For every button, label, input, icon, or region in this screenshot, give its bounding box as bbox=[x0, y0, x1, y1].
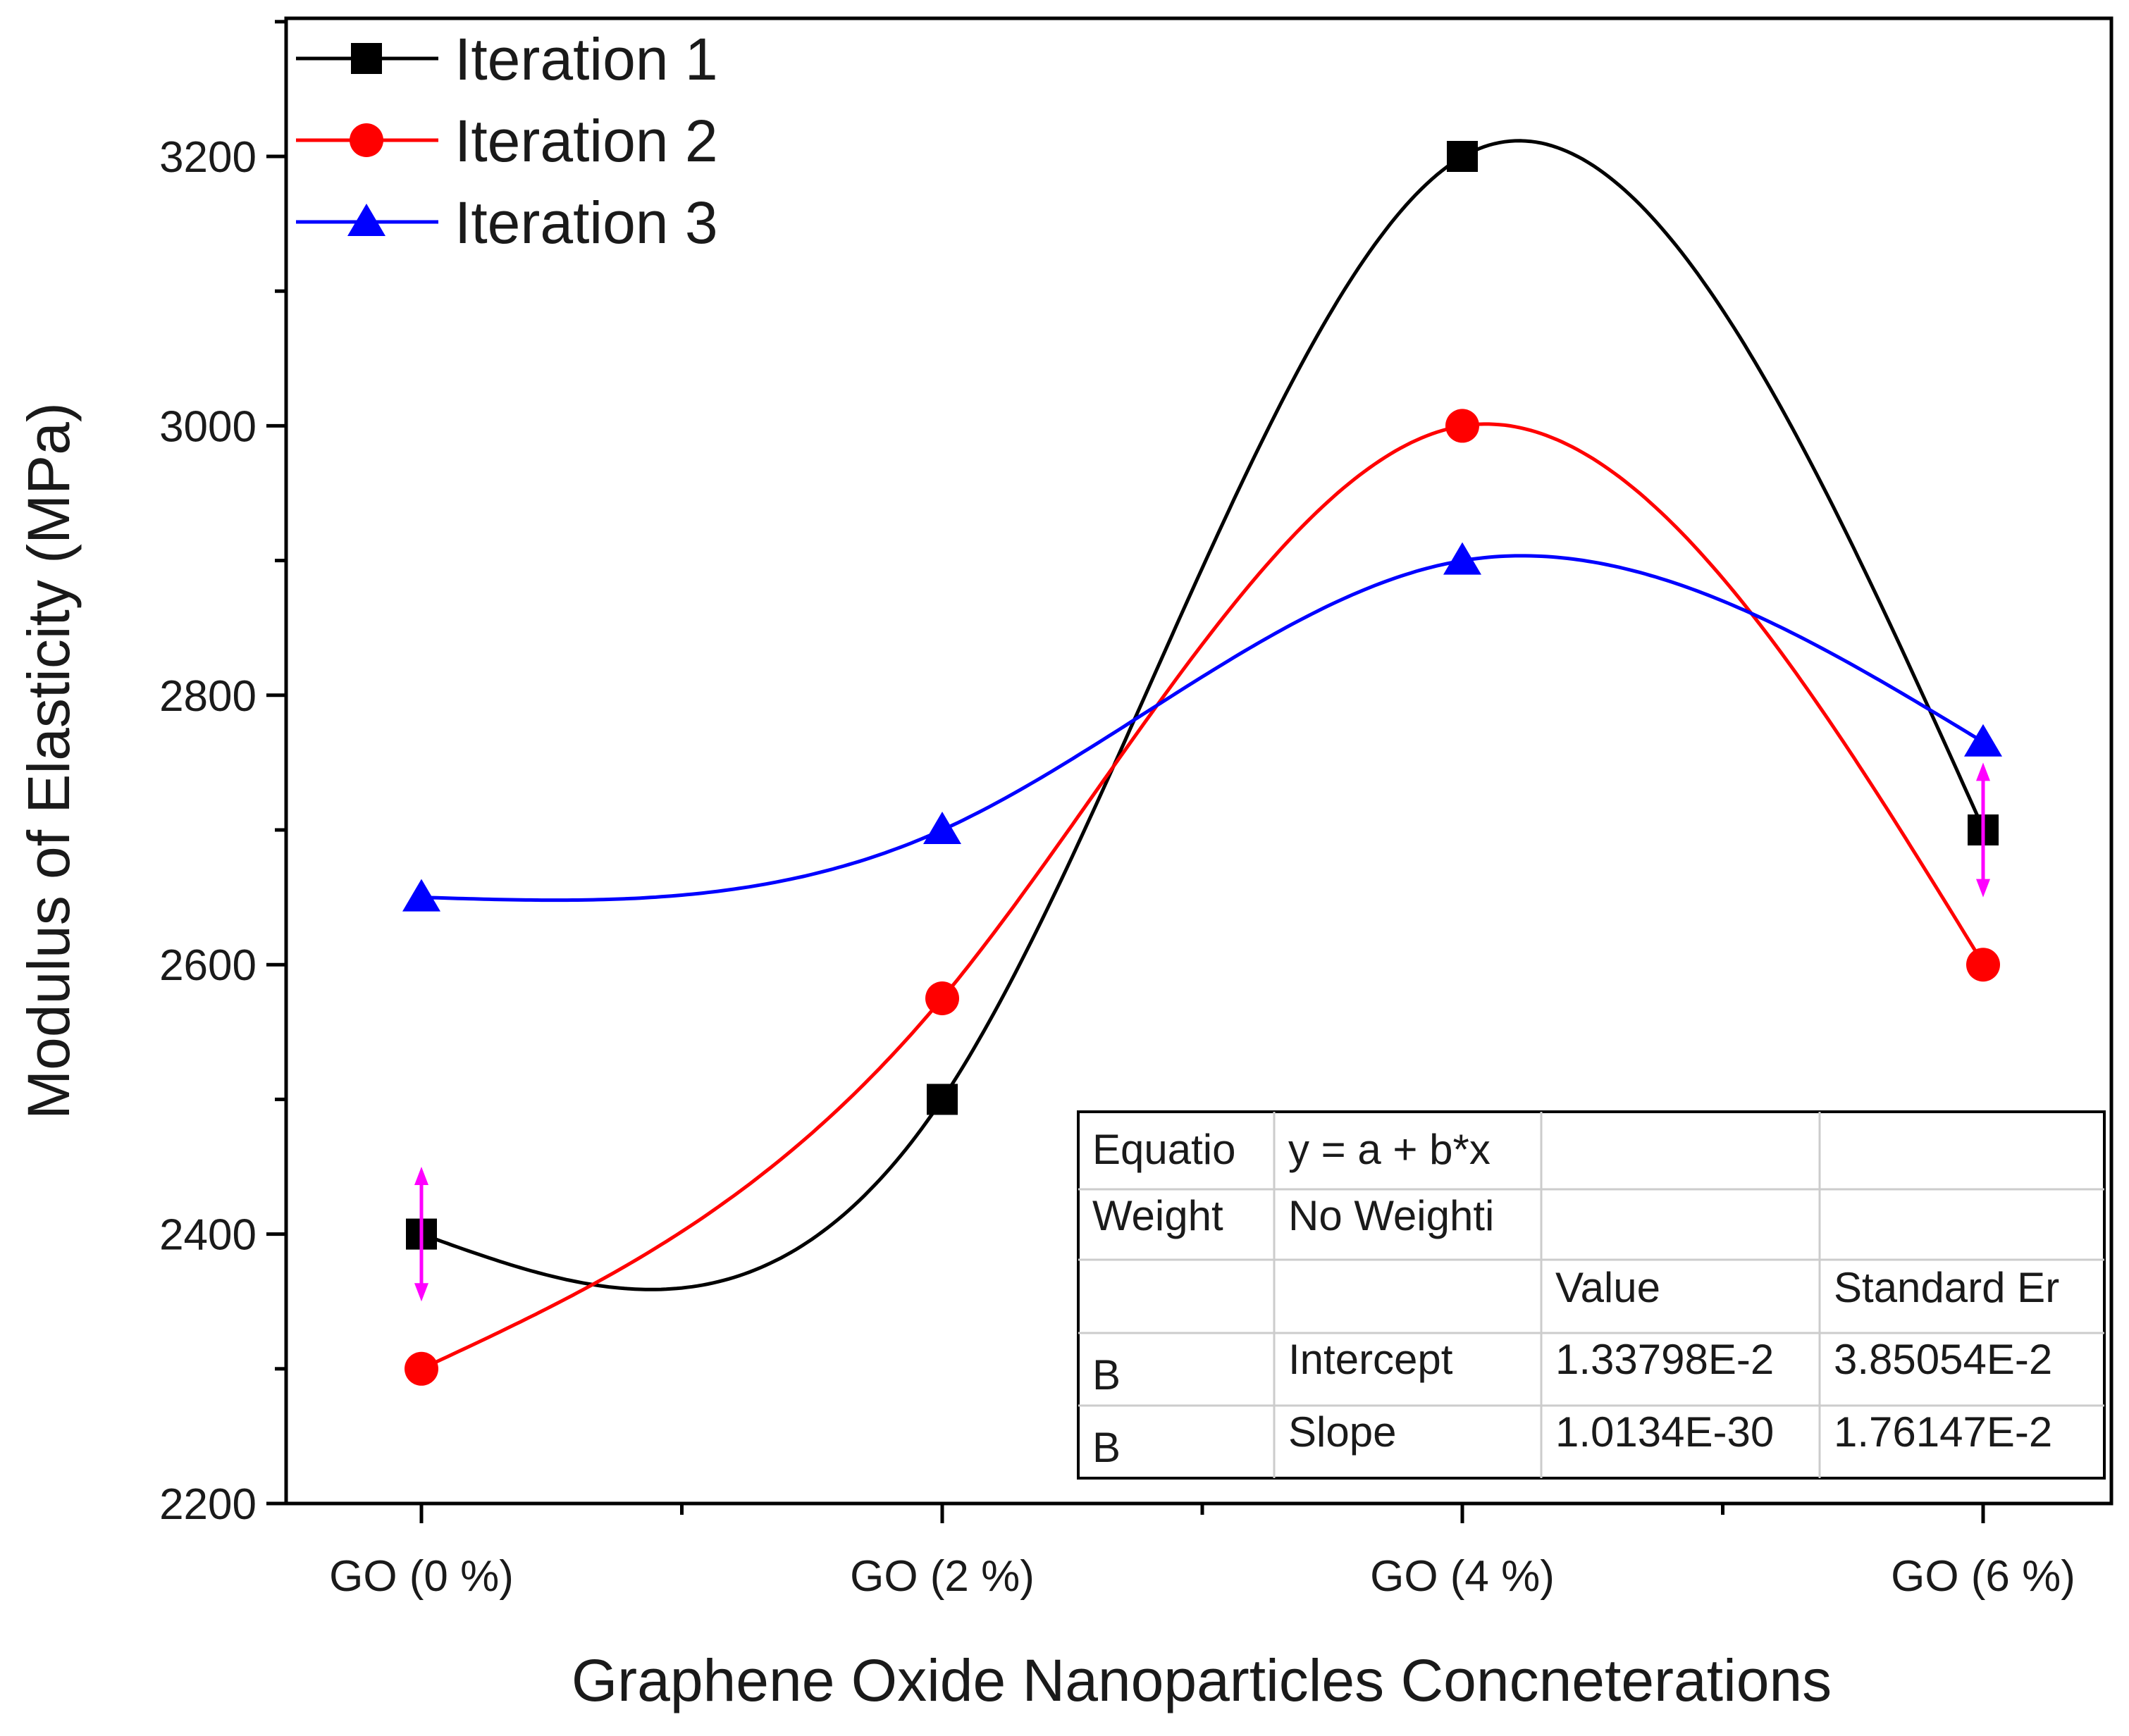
x-axis: GO (0 %) GO (2 %) GO (4 %) GO (6 %) bbox=[329, 1504, 2075, 1601]
data-point bbox=[1966, 948, 2000, 982]
legend-marker bbox=[351, 43, 382, 74]
error-arrow-head bbox=[414, 1283, 428, 1302]
x-tick-label: GO (2 %) bbox=[850, 1552, 1035, 1601]
legend: Iteration 1 Iteration 2 Iteration 3 bbox=[296, 26, 718, 256]
x-tick-label: GO (4 %) bbox=[1370, 1552, 1555, 1601]
legend-label: Iteration 2 bbox=[455, 108, 718, 174]
data-point bbox=[402, 879, 440, 912]
series-line bbox=[420, 422, 1986, 1371]
y-axis-title: Modulus of Elasticity (MPa) bbox=[16, 402, 82, 1120]
data-point bbox=[1443, 542, 1481, 575]
stats-cell: 3.85054E-2 bbox=[1834, 1336, 2052, 1383]
stats-cell: Value bbox=[1555, 1264, 1660, 1311]
data-point bbox=[925, 981, 959, 1015]
y-tick-label: 3000 bbox=[159, 402, 257, 451]
stats-table: Equatio y = a + b*x Weight No Weighti Value S… bbox=[1077, 1110, 2106, 1480]
stats-cell: Standard Er bbox=[1834, 1264, 2059, 1311]
stats-cell: Equatio bbox=[1092, 1126, 1236, 1173]
x-tick-label: GO (6 %) bbox=[1891, 1552, 2075, 1601]
stats-cell: 1.33798E-2 bbox=[1555, 1336, 1774, 1383]
stats-cell: No Weighti bbox=[1288, 1192, 1494, 1239]
y-tick-label: 3200 bbox=[159, 133, 257, 182]
data-point bbox=[1964, 724, 2002, 757]
y-tick-label: 2400 bbox=[159, 1211, 257, 1260]
series-line bbox=[421, 554, 1985, 903]
x-tick-label: GO (0 %) bbox=[329, 1552, 514, 1601]
stats-table-border bbox=[1077, 1110, 2106, 1480]
legend-label: Iteration 3 bbox=[455, 190, 718, 256]
y-tick-label: 2800 bbox=[159, 672, 257, 721]
series-line bbox=[421, 139, 1986, 1291]
series-lines bbox=[420, 139, 1986, 1371]
error-arrow-head bbox=[1976, 762, 1990, 781]
data-point bbox=[923, 812, 961, 844]
stats-cell: B bbox=[1092, 1424, 1121, 1471]
plot-frame bbox=[284, 16, 2113, 1506]
x-axis-title: Graphene Oxide Nanoparticles Concneterat… bbox=[572, 1647, 1832, 1713]
y-axis: 2200 2400 2600 2800 3000 3200 bbox=[159, 20, 286, 1529]
stats-cell: y = a + b*x bbox=[1288, 1126, 1491, 1173]
legend-label: Iteration 1 bbox=[455, 26, 718, 92]
legend-marker bbox=[350, 123, 383, 157]
data-point bbox=[927, 1084, 958, 1115]
stats-cell: Slope bbox=[1288, 1408, 1396, 1456]
error-arrow-head bbox=[1976, 879, 1990, 898]
legend-marker bbox=[347, 204, 385, 236]
stats-cell: B bbox=[1092, 1351, 1121, 1399]
error-arrow-head bbox=[414, 1167, 428, 1185]
stats-cell: Weight bbox=[1092, 1192, 1223, 1239]
stats-cell: 1.76147E-2 bbox=[1834, 1408, 2052, 1456]
data-point bbox=[1447, 141, 1478, 172]
y-tick-label: 2600 bbox=[159, 941, 257, 990]
annotation-arrows bbox=[414, 762, 1990, 1302]
data-point bbox=[1445, 409, 1479, 443]
data-point bbox=[405, 1351, 438, 1386]
stats-cell: 1.0134E-30 bbox=[1555, 1408, 1774, 1456]
y-tick-label: 2200 bbox=[159, 1480, 257, 1529]
stats-cell: Intercept bbox=[1288, 1336, 1453, 1383]
